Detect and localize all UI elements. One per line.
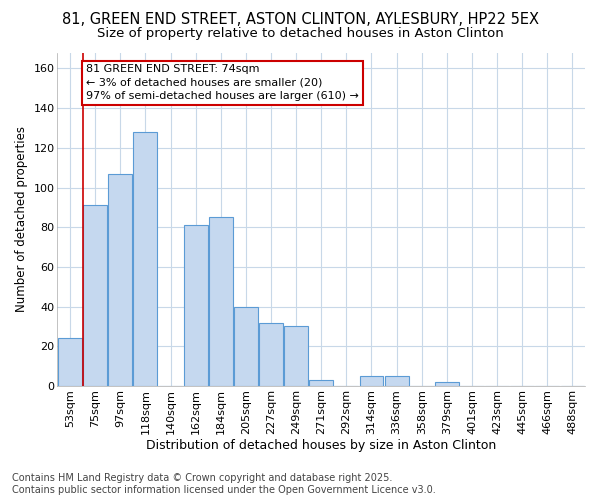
Bar xyxy=(83,206,107,386)
Bar xyxy=(385,376,409,386)
Bar xyxy=(58,338,82,386)
Bar xyxy=(309,380,333,386)
X-axis label: Distribution of detached houses by size in Aston Clinton: Distribution of detached houses by size … xyxy=(146,440,496,452)
Bar xyxy=(234,306,258,386)
Text: Size of property relative to detached houses in Aston Clinton: Size of property relative to detached ho… xyxy=(97,28,503,40)
Text: Contains HM Land Registry data © Crown copyright and database right 2025.
Contai: Contains HM Land Registry data © Crown c… xyxy=(12,474,436,495)
Bar xyxy=(184,225,208,386)
Bar xyxy=(359,376,383,386)
Bar xyxy=(284,326,308,386)
Text: 81, GREEN END STREET, ASTON CLINTON, AYLESBURY, HP22 5EX: 81, GREEN END STREET, ASTON CLINTON, AYL… xyxy=(62,12,539,28)
Bar xyxy=(259,322,283,386)
Bar xyxy=(435,382,459,386)
Y-axis label: Number of detached properties: Number of detached properties xyxy=(15,126,28,312)
Text: 81 GREEN END STREET: 74sqm
← 3% of detached houses are smaller (20)
97% of semi-: 81 GREEN END STREET: 74sqm ← 3% of detac… xyxy=(86,64,359,101)
Bar xyxy=(209,218,233,386)
Bar xyxy=(133,132,157,386)
Bar xyxy=(109,174,132,386)
